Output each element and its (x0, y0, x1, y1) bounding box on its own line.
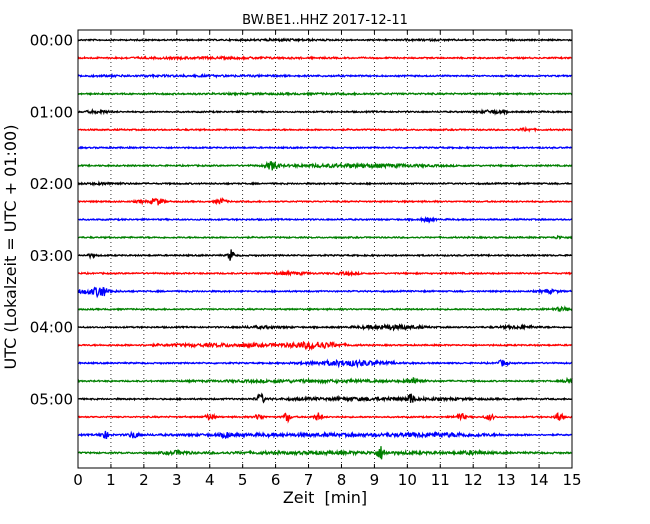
x-tick-label: 3 (172, 471, 182, 489)
x-tick-label: 2 (139, 471, 149, 489)
trace-row-0245 (77, 234, 573, 240)
trace-row-0315 (77, 269, 573, 278)
y-tick-label: 04:00 (30, 319, 73, 337)
x-tick-label: 15 (562, 471, 581, 489)
x-tick-label: 7 (304, 471, 314, 489)
trace-row-0100 (77, 108, 573, 116)
trace-row-0515 (77, 412, 573, 424)
x-tick-label: 0 (73, 471, 83, 489)
y-tick-label: 05:00 (30, 391, 73, 409)
trace-row-0330 (77, 286, 573, 299)
trace-row-0030 (77, 72, 573, 80)
x-tick-label: 14 (530, 471, 549, 489)
trace-row-0400 (77, 323, 573, 332)
trace-row-0530 (77, 430, 573, 440)
trace-row-0230 (77, 215, 573, 224)
trace-row-0430 (78, 358, 573, 369)
trace-row-0115 (77, 125, 573, 133)
y-tick-label: 03:00 (30, 247, 73, 265)
trace-row-0415 (77, 340, 573, 351)
y-axis-ticks: 00:00 01:00 02:00 03:00 04:00 05:00 (30, 32, 572, 409)
grid-lines (110, 30, 540, 468)
x-tick-label: 6 (271, 471, 281, 489)
x-tick-label: 13 (497, 471, 516, 489)
y-tick-label: 01:00 (30, 103, 73, 121)
trace-row-0345 (77, 305, 573, 313)
trace-row-0445 (77, 376, 573, 385)
y-tick-label: 00:00 (30, 32, 73, 50)
y-tick-label: 02:00 (30, 175, 73, 193)
trace-row-0200 (77, 180, 573, 187)
trace-row-0145 (77, 160, 573, 171)
chart-title: BW.BE1..HHZ 2017-12-11 (242, 13, 408, 28)
trace-row-0545 (77, 446, 573, 460)
x-tick-label: 9 (370, 471, 380, 489)
x-tick-label: 10 (398, 471, 417, 489)
trace-row-0015 (77, 55, 573, 62)
x-tick-label: 1 (106, 471, 116, 489)
trace-row-0000 (77, 37, 573, 43)
x-axis-ticks: 0 1 2 3 4 5 6 7 8 9 10 11 12 13 14 15 (73, 30, 582, 489)
x-tick-label: 11 (431, 471, 450, 489)
trace-row-0215 (77, 196, 573, 206)
trace-row-0300 (77, 249, 573, 261)
x-tick-label: 4 (205, 471, 215, 489)
x-tick-label: 8 (337, 471, 347, 489)
trace-row-0045 (77, 90, 573, 97)
seismic-traces (77, 37, 573, 460)
x-tick-label: 12 (464, 471, 483, 489)
x-axis-label: Zeit [min] (283, 488, 367, 507)
plot-frame (77, 29, 573, 469)
y-axis-label: UTC (Lokalzeit = UTC + 01:00) (1, 125, 20, 370)
trace-row-0500 (77, 392, 573, 404)
trace-row-0130 (77, 145, 573, 150)
x-tick-label: 5 (238, 471, 248, 489)
